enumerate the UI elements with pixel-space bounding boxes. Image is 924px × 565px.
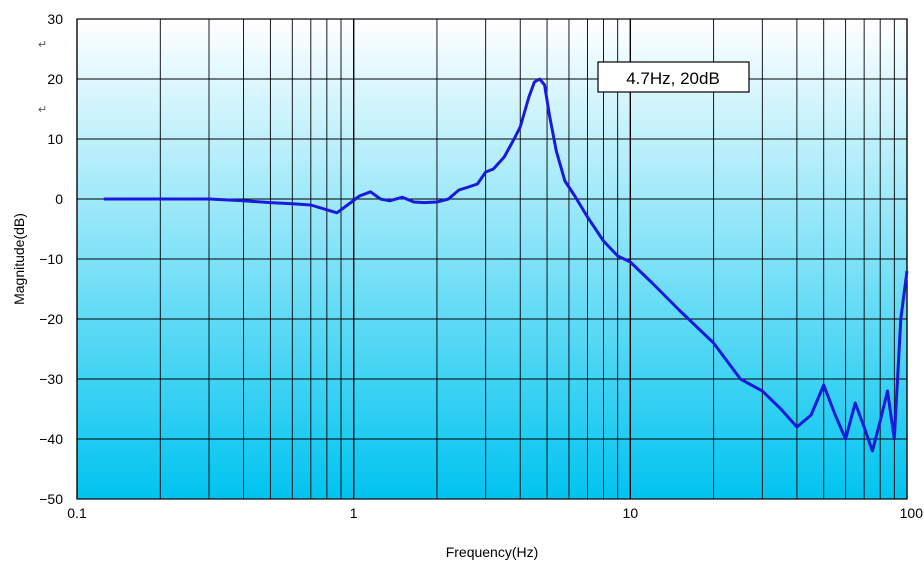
- series-line: [103, 77, 909, 453]
- x-tick-label: 0.1: [67, 505, 87, 521]
- x-tick-label: 1: [350, 505, 358, 521]
- paragraph-mark-2: ↵: [38, 104, 47, 116]
- y-tick-label: 30: [47, 11, 63, 27]
- y-tick-label: 20: [47, 71, 63, 87]
- y-tick-label: 0: [55, 191, 63, 207]
- paragraph-mark-1: ↵: [38, 39, 47, 51]
- annotation-label: 4.7Hz, 20dB: [626, 69, 720, 88]
- x-axis-title: Frequency(Hz): [446, 544, 539, 560]
- y-tick-labels: 30 20 10 0 −10 −20 −30 −40 −50: [39, 11, 63, 507]
- annotation-box: [597, 61, 750, 93]
- x-tick-label: 100: [900, 505, 924, 521]
- plot-border: [76, 18, 908, 500]
- y-tick-label: −30: [39, 371, 63, 387]
- grid: [76, 18, 908, 500]
- y-tick-label: −10: [39, 251, 63, 267]
- y-tick-label: −40: [39, 431, 63, 447]
- x-tick-labels: 0.1 1 10 100: [67, 505, 923, 521]
- series-group: [103, 77, 909, 453]
- y-tick-label: −20: [39, 311, 63, 327]
- x-tick-label: 10: [623, 505, 639, 521]
- y-tick-label: −50: [39, 491, 63, 507]
- y-axis-title: Magnitude(dB): [11, 213, 27, 305]
- y-tick-label: 10: [47, 131, 63, 147]
